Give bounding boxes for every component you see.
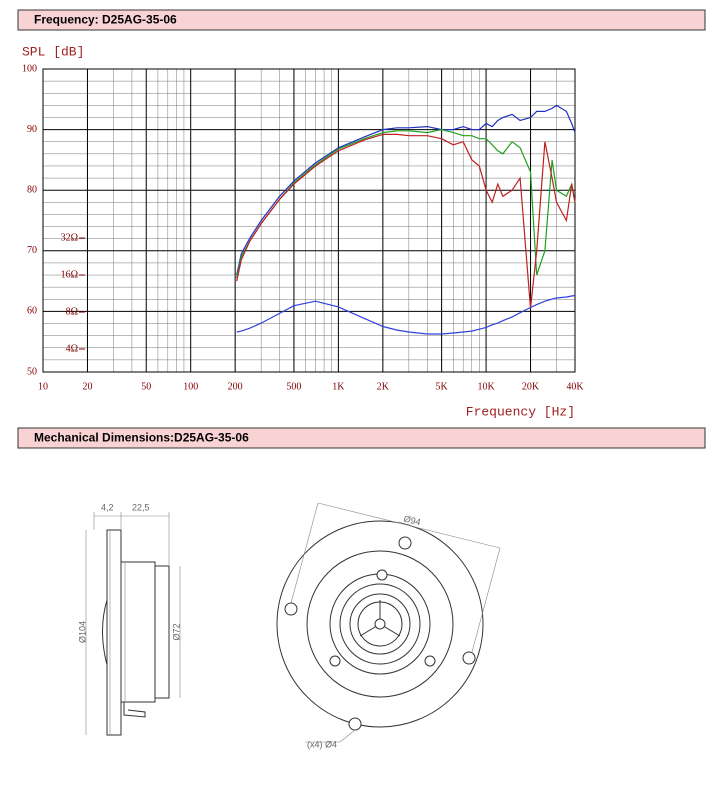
x-tick-label: 1K xyxy=(332,381,345,392)
x-tick-label: 5K xyxy=(436,381,449,392)
dim-label: 22,5 xyxy=(132,502,150,512)
x-tick-label: 40K xyxy=(566,381,584,392)
plot-area xyxy=(42,68,576,373)
series-line xyxy=(236,133,576,309)
dim-label: Ø72 xyxy=(171,623,181,640)
x-tick-label: 2K xyxy=(377,381,390,392)
front-view: Ø94 (x4) Ø4 xyxy=(276,502,501,749)
x-tick-label: 200 xyxy=(228,381,243,392)
y2-tick-label: 4Ω xyxy=(66,343,78,354)
x-tick-label: 10K xyxy=(477,381,495,392)
section-bar xyxy=(17,427,706,449)
plot: 10 20 50 100 200 500 1K 2K 5K 10K 20K 40K 50 60 70 80 90… xyxy=(22,63,584,392)
y-axis-label: SPL [dB] xyxy=(22,44,84,59)
header-title: Frequency: D25AG-35-06 xyxy=(34,13,177,27)
x-axis-label: Frequency [Hz] xyxy=(466,404,575,419)
dim-label: Ø94 xyxy=(403,513,422,527)
dim-label: Ø104 xyxy=(77,621,87,643)
x-tick-label: 50 xyxy=(141,381,151,392)
dim-label: (x4) Ø4 xyxy=(307,739,337,749)
y2-tick-label: 16Ω xyxy=(61,269,78,280)
header-bar xyxy=(17,9,706,31)
y-tick-label: 70 xyxy=(27,245,37,256)
series-line xyxy=(236,128,576,279)
y2-tick-label: 8Ω xyxy=(66,306,78,317)
dim-label: 4,2 xyxy=(101,502,114,512)
series-line xyxy=(236,294,576,335)
y-tick-label: 90 xyxy=(27,124,37,135)
side-view: 4,2 22,5 Ø104 Ø72 xyxy=(77,502,181,736)
x-tick-label: 100 xyxy=(183,381,198,392)
y-tick-label: 60 xyxy=(27,306,37,317)
y-tick-label: 80 xyxy=(27,184,37,195)
x-tick-label: 10 xyxy=(38,381,48,392)
x-tick-label: 20K xyxy=(522,381,540,392)
series-line xyxy=(236,104,576,276)
x-tick-label: 20 xyxy=(82,381,92,392)
x-tick-label: 500 xyxy=(286,381,301,392)
y-tick-label: 100 xyxy=(22,63,37,74)
section-title: Mechanical Dimensions:D25AG-35-06 xyxy=(34,431,249,445)
y2-tick-label: 32Ω xyxy=(61,232,78,243)
y-tick-label: 50 xyxy=(27,366,37,377)
